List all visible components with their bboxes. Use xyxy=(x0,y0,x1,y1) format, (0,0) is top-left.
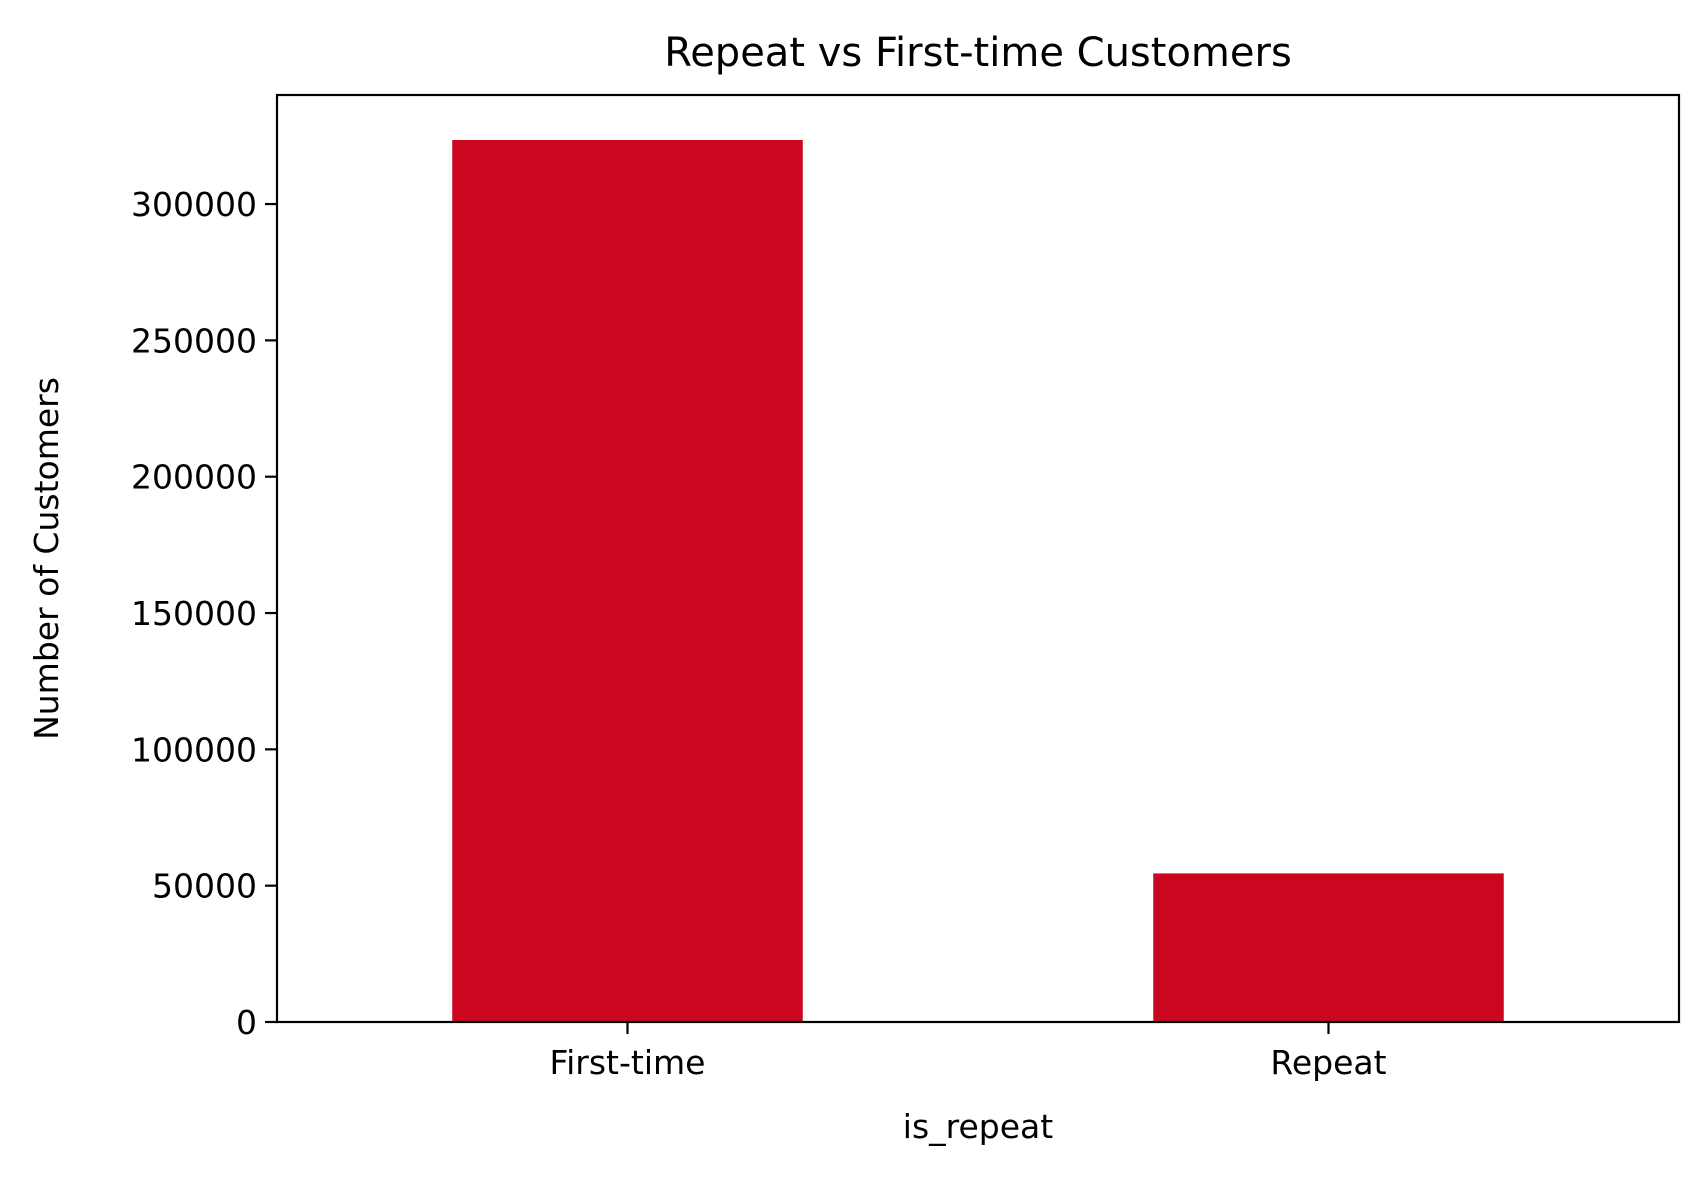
x-axis: First-time Repeat xyxy=(550,1022,1387,1082)
bar-first-time xyxy=(452,139,803,1023)
y-tick-label: 0 xyxy=(236,1003,257,1042)
x-tick-label: Repeat xyxy=(1270,1043,1386,1082)
bar-repeat xyxy=(1153,873,1504,1022)
y-tick-label: 150000 xyxy=(131,594,257,633)
y-tick-label: 300000 xyxy=(131,185,257,224)
y-axis-label: Number of Customers xyxy=(27,377,66,740)
y-tick-label: 50000 xyxy=(152,867,257,906)
y-tick-label: 100000 xyxy=(131,730,257,769)
x-axis-label: is_repeat xyxy=(903,1107,1053,1146)
y-tick-label: 250000 xyxy=(131,321,257,360)
bars-group xyxy=(452,139,1504,1023)
x-tick-label: First-time xyxy=(550,1043,706,1082)
y-tick-label: 200000 xyxy=(131,458,257,497)
y-axis: 0 50000 100000 150000 200000 250000 300000 xyxy=(131,185,277,1042)
plot-frame xyxy=(275,93,1681,1024)
chart-title: Repeat vs First-time Customers xyxy=(664,30,1292,76)
